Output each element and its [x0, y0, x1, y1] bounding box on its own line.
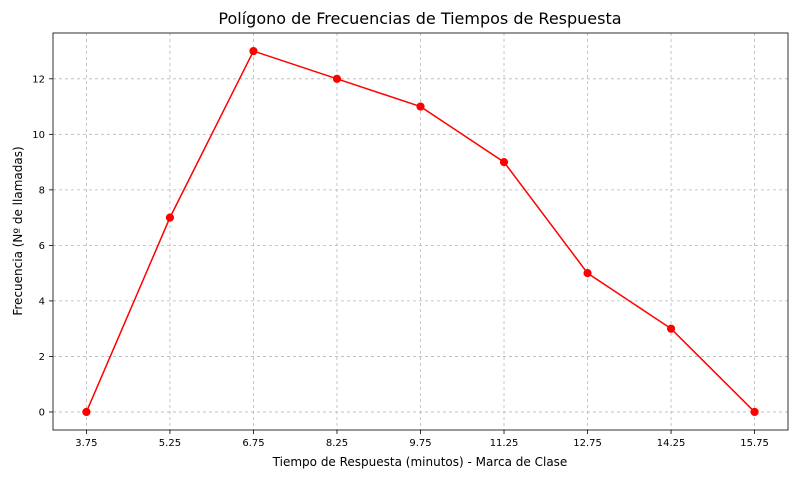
x-tick-label: 9.75	[409, 438, 431, 449]
y-tick-label: 10	[32, 130, 45, 141]
y-axis-label: Frecuencia (Nº de llamadas)	[11, 146, 25, 315]
ticks-layer: 3.75 5.25 6.75 8.25 9.75 11.25 12.75 14.25 15.75…	[32, 74, 769, 449]
x-tick-label: 14.25	[657, 438, 686, 449]
grid-layer	[53, 33, 788, 430]
y-tick-label: 0	[39, 407, 45, 418]
x-tick-label: 11.25	[490, 438, 519, 449]
series-layer	[82, 46, 759, 417]
data-point	[416, 102, 425, 111]
y-tick-label: 12	[32, 74, 45, 85]
x-tick-label: 15.75	[740, 438, 769, 449]
data-point	[750, 407, 759, 417]
y-tick-label: 4	[39, 296, 45, 307]
x-tick-label: 6.75	[242, 438, 264, 449]
y-tick-label: 8	[39, 185, 45, 196]
data-point	[82, 407, 91, 417]
data-point	[666, 324, 676, 333]
x-tick-label: 3.75	[75, 438, 97, 449]
data-point	[165, 213, 175, 222]
chart-title: Polígono de Frecuencias de Tiempos de Re…	[218, 9, 621, 28]
data-point	[583, 269, 592, 278]
x-axis-label: Tiempo de Respuesta (minutos) - Marca de…	[272, 455, 568, 469]
x-tick-label: 8.25	[326, 438, 348, 449]
x-tick-label: 12.75	[573, 438, 602, 449]
data-point	[499, 157, 509, 167]
x-tick-label: 5.25	[159, 438, 181, 449]
y-tick-label: 2	[39, 352, 45, 363]
data-point	[332, 74, 342, 83]
y-tick-label: 6	[39, 241, 45, 252]
data-point	[249, 46, 258, 56]
